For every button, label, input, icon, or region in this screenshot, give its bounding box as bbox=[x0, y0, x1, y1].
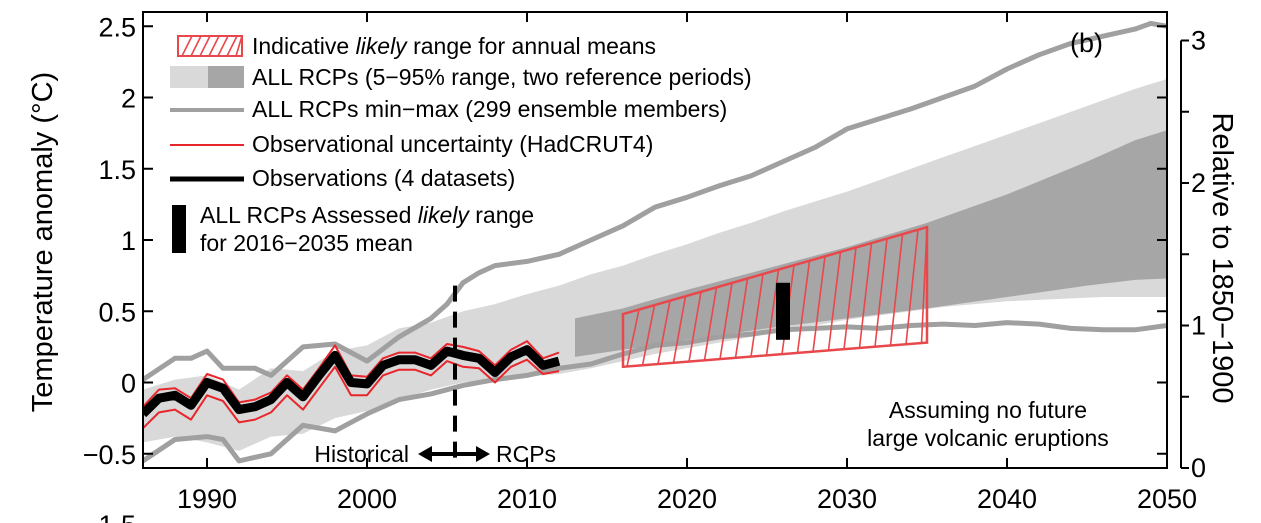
legend-item-hatch-post: range for annual means bbox=[407, 33, 656, 59]
legend-assessed-em: likely bbox=[418, 202, 471, 228]
legend-assessed-pre: ALL RCPs Assessed bbox=[200, 202, 418, 228]
legend-item-minmax: ALL RCPs min−max (299 ensemble members) bbox=[252, 96, 727, 122]
plot-area bbox=[143, 20, 1167, 468]
hatch-stroke bbox=[843, 247, 857, 350]
annotation-volcanic-line2: large volcanic eruptions bbox=[867, 425, 1109, 451]
hatch-stroke bbox=[688, 291, 702, 362]
x-tick-label: 2030 bbox=[817, 484, 877, 514]
legend-hatch-stroke bbox=[226, 35, 238, 57]
y-axis-title-right: Relative to 1850−1900 bbox=[1206, 112, 1238, 403]
partial-tick-label: −1.5 bbox=[83, 510, 136, 523]
right-tick-label: 2 bbox=[1191, 168, 1206, 198]
y-tick-label: 0.5 bbox=[98, 297, 136, 327]
y-tick-label: −0.5 bbox=[83, 440, 136, 470]
legend-hatch-stroke bbox=[181, 35, 193, 57]
y-tick-label: 2.5 bbox=[98, 12, 136, 42]
hatch-stroke bbox=[657, 300, 671, 365]
assessed-likely-range-bar bbox=[776, 282, 790, 340]
legend-item-bands: ALL RCPs (5−95% range, two reference per… bbox=[252, 64, 752, 90]
x-tick-label: 2050 bbox=[1137, 484, 1197, 514]
legend-hatch-stroke bbox=[235, 35, 243, 57]
indicative-likely-range-outline bbox=[621, 225, 929, 369]
right-tick-label: 1 bbox=[1191, 311, 1206, 341]
historical-rcps-arrow bbox=[418, 446, 490, 462]
legend-item-assessed-line1: ALL RCPs Assessed likely range bbox=[200, 202, 534, 228]
y-tick-label: 1 bbox=[121, 226, 136, 256]
y-axis-title-left: Temperature anomaly (°C) bbox=[27, 72, 59, 412]
hatch-stroke bbox=[626, 309, 640, 367]
annotation-historical: Historical bbox=[314, 441, 409, 467]
x-tick-label: 2040 bbox=[977, 484, 1037, 514]
legend-item-hatch-em: likely bbox=[356, 33, 409, 59]
legend: Indicative likely range for annual means… bbox=[170, 33, 752, 256]
hatch-stroke bbox=[703, 287, 718, 361]
right-tick-label: 0 bbox=[1191, 453, 1206, 483]
legend-item-obs-uncertainty: Observational uncertainty (HadCRUT4) bbox=[252, 131, 653, 157]
hatch-stroke bbox=[858, 242, 873, 349]
annotation-rcps: RCPs bbox=[496, 441, 556, 467]
legend-light-swatch bbox=[170, 66, 208, 88]
legend-hatch-stroke bbox=[208, 35, 220, 57]
legend-assessed-swatch bbox=[172, 205, 186, 253]
y-tick-label: 0 bbox=[121, 369, 136, 399]
rcp-min-line bbox=[143, 320, 1167, 464]
legend-item-hatch: Indicative likely range for annual means bbox=[252, 33, 656, 59]
rcp-max-line bbox=[143, 20, 1167, 382]
hatch-stroke bbox=[750, 273, 764, 357]
legend-item-observations: Observations (4 datasets) bbox=[252, 165, 515, 191]
annotation-volcanic-line1: Assuming no future bbox=[889, 397, 1087, 423]
legend-item-hatch-pre: Indicative bbox=[252, 33, 356, 59]
legend-dark-swatch bbox=[208, 66, 244, 88]
y-tick-label: 1.5 bbox=[98, 155, 136, 185]
hatch-stroke bbox=[796, 260, 811, 354]
y-tick-label: 2 bbox=[121, 84, 136, 114]
legend-item-assessed-line2: for 2016−2035 mean bbox=[200, 230, 413, 256]
hatch-stroke bbox=[827, 251, 842, 351]
x-tick-label: 2000 bbox=[337, 484, 397, 514]
x-tick-label: 2010 bbox=[497, 484, 557, 514]
obs-uncertainty-lower-line bbox=[143, 358, 560, 429]
hatch-stroke bbox=[672, 296, 687, 363]
hatch-stroke bbox=[905, 229, 919, 345]
legend-hatch-stroke bbox=[217, 35, 229, 57]
x-tick-label: 2020 bbox=[657, 484, 717, 514]
legend-assessed-post: range bbox=[469, 202, 534, 228]
hatch-stroke bbox=[719, 282, 733, 360]
hatch-stroke bbox=[889, 234, 904, 346]
x-tick-label: 1990 bbox=[177, 484, 237, 514]
hatch-stroke bbox=[874, 238, 888, 347]
hatch-stroke bbox=[812, 256, 826, 352]
legend-hatch-stroke bbox=[190, 35, 202, 57]
legend-hatch-lines bbox=[181, 35, 243, 57]
observations-line bbox=[143, 345, 561, 418]
hatch-stroke bbox=[641, 304, 656, 366]
axes: 1990 2000 2010 2020 2030 2040 2050 −0.5 0 0.5 1 1.5… bbox=[83, 11, 1206, 514]
hatch-stroke bbox=[734, 278, 749, 359]
panel-label: (b) bbox=[1070, 28, 1103, 58]
legend-hatch-stroke bbox=[199, 35, 211, 57]
right-tick-label: 3 bbox=[1191, 26, 1206, 56]
